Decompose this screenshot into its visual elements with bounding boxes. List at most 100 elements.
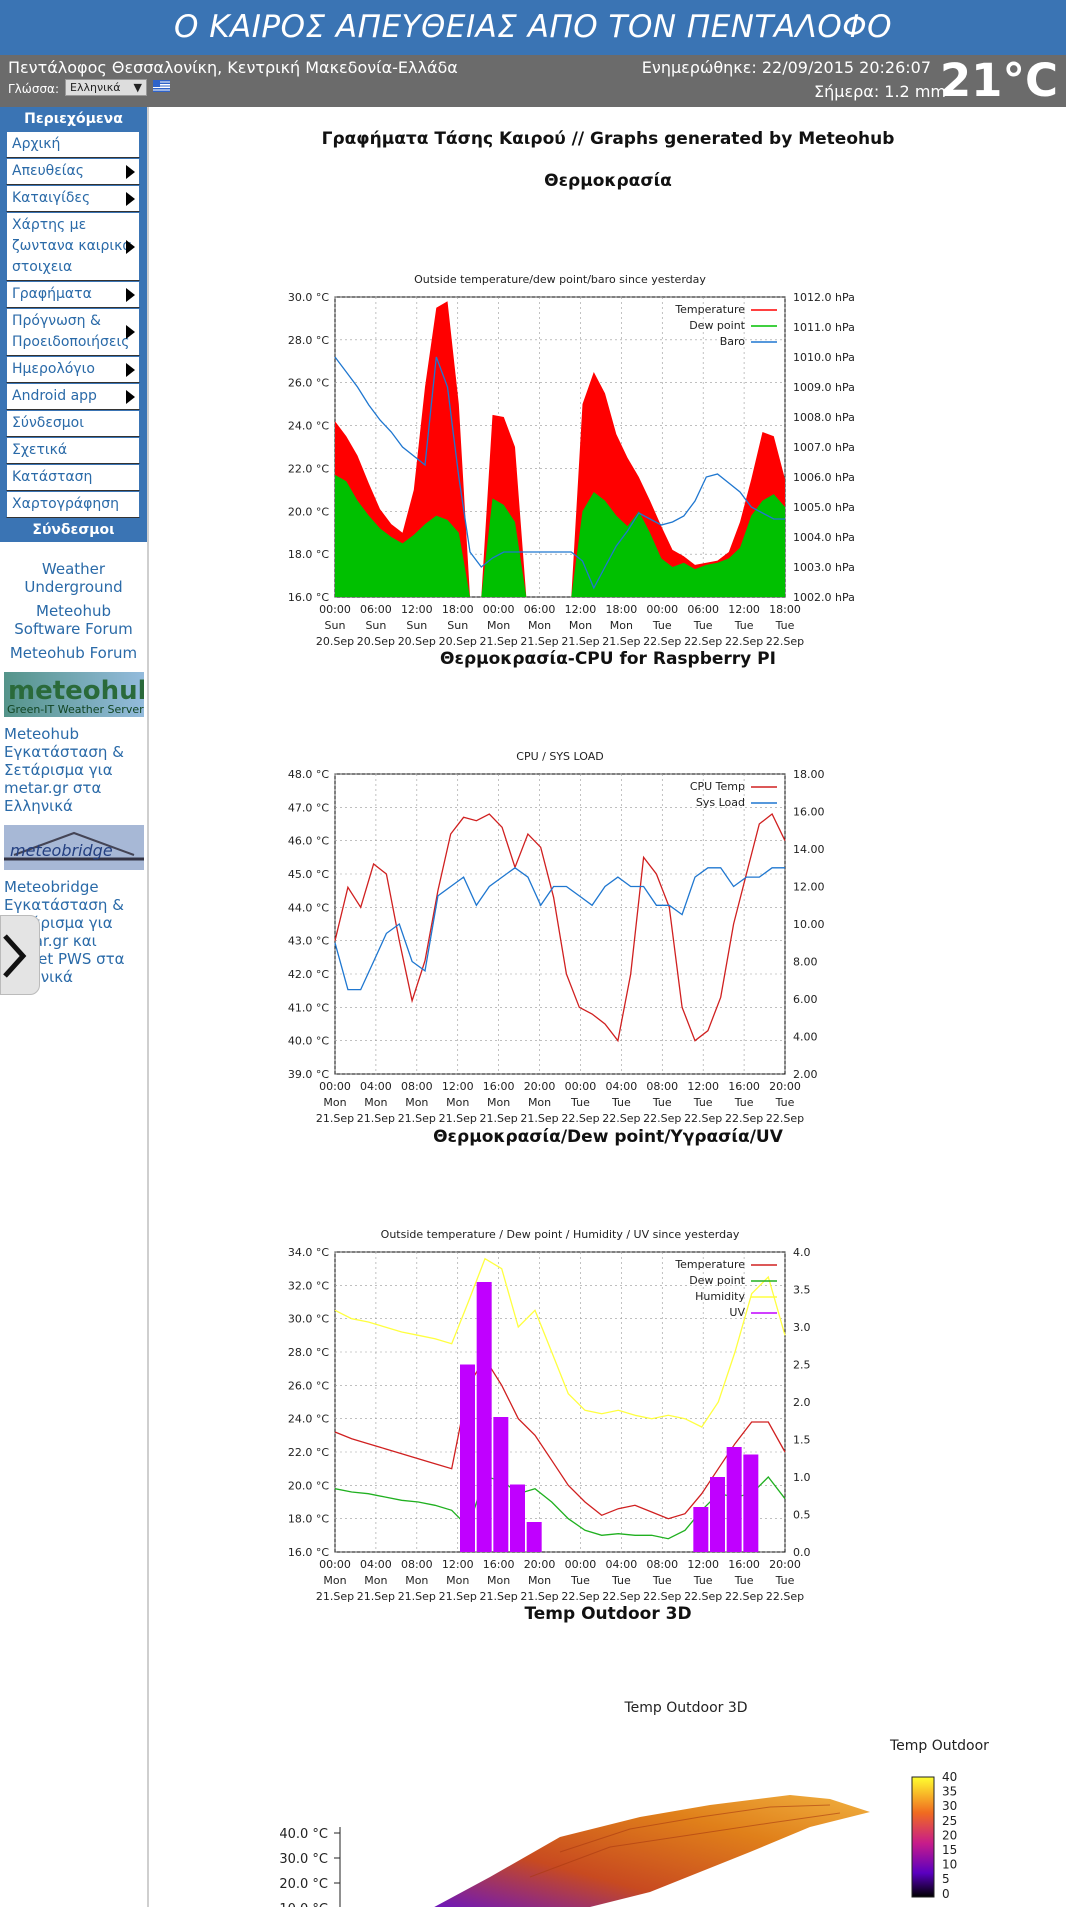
section-temp-3d-title: Temp Outdoor 3D (524, 1604, 692, 1624)
x-tick-label: 12:00 (565, 603, 597, 616)
sidebar-item-3[interactable]: Χάρτης με ζωντανα καιρικα στοιχεια (6, 212, 140, 281)
x-tick-label: Sun (406, 619, 427, 632)
colorbar-tick-label: 35 (942, 1785, 957, 1799)
x-tick-label: 22.Sep (766, 1112, 804, 1125)
x-tick-label: 20.Sep (316, 635, 354, 648)
y-tick-label: 18.0 °C (288, 1513, 329, 1526)
sidebar-item-4[interactable]: Γραφήματα (6, 281, 140, 308)
x-tick-label: Tue (693, 619, 713, 632)
y-tick-label: 45.0 °C (288, 868, 329, 881)
x-tick-label: Mon (446, 1096, 469, 1109)
y2-tick-label: 1011.0 hPa (793, 321, 855, 334)
x-tick-label: 21.Sep (357, 1590, 395, 1603)
y-tick-label: 28.0 °C (288, 1346, 329, 1359)
sidebar-item-9[interactable]: Σχετικά (6, 437, 140, 464)
sidebar-item-5[interactable]: Πρόγνωση & Προειδοποιήσεις (6, 308, 140, 356)
y-tick-label: 16.0 °C (288, 1546, 329, 1559)
y-tick-label: 40.0 °C (288, 1035, 329, 1048)
x-tick-label: 00:00 (319, 603, 351, 616)
y-tick-label: 48.0 °C (288, 768, 329, 781)
y-tick-label: 39.0 °C (288, 1068, 329, 1081)
sidebar-item-8[interactable]: Σύνδεσμοι (6, 410, 140, 437)
language-value: Ελληνικά (70, 81, 121, 94)
x-tick-label: Tue (611, 1096, 631, 1109)
sidebar-item-label: Πρόγνωση & Προειδοποιήσεις (12, 313, 130, 350)
y-tick-label: 44.0 °C (288, 901, 329, 914)
links-heading: Σύνδεσμοι (0, 518, 147, 542)
sidebar-item-label: Αρχική (12, 136, 61, 152)
y2-tick-label: 0.5 (793, 1509, 811, 1522)
x-tick-label: Mon (487, 1574, 510, 1587)
section-temp-humidity-uv-title: Θερμοκρασία/Dew point/Υγρασία/UV (433, 1127, 783, 1147)
chart-temp-outdoor-3d: Temp Outdoor 3D Temp Outdoor 40353025201… (279, 1700, 989, 1907)
x-tick-label: Mon (487, 1096, 510, 1109)
y-tick-label: 30.0 °C (288, 1313, 329, 1326)
x-tick-label: Mon (487, 619, 510, 632)
x-tick-label: Mon (364, 1096, 387, 1109)
y2-tick-label: 1.5 (793, 1434, 811, 1447)
y2-tick-label: 1003.0 hPa (793, 561, 855, 574)
y2-tick-label: 6.00 (793, 993, 818, 1006)
legend-label: Sys Load (696, 796, 745, 809)
x-tick-label: 20:00 (769, 1080, 801, 1093)
page-banner-title: Ο ΚΑΙΡΟΣ ΑΠΕΥΘΕΙΑΣ ΑΠΟ ΤΟΝ ΠΕΝΤΑΛΟΦΟ (0, 0, 1066, 55)
x-tick-label: 16:00 (483, 1558, 515, 1571)
link-weather-underground[interactable]: Weather Underground (24, 560, 123, 596)
x-tick-label: Tue (693, 1574, 713, 1587)
sidebar-item-0[interactable]: Αρχική (6, 131, 140, 158)
meteohub-logo[interactable]: meteohub Green-IT Weather Server (4, 672, 156, 717)
sidebar-item-label: Android app (12, 388, 97, 404)
y-tick-label: 22.0 °C (288, 1446, 329, 1459)
uv-bar (726, 1447, 742, 1552)
sidebar-item-11[interactable]: Χαρτογράφηση (6, 491, 140, 518)
x-tick-label: Mon (364, 1574, 387, 1587)
info-bar: Πεντάλοφος Θεσσαλονίκη, Κεντρική Μακεδον… (0, 55, 1066, 107)
language-select[interactable]: Ελληνικά ▼ (65, 79, 147, 96)
x-tick-label: 18:00 (442, 603, 474, 616)
sidebar-toggle[interactable] (0, 915, 40, 995)
x-tick-label: Tue (775, 619, 795, 632)
greek-flag-icon[interactable] (153, 80, 170, 92)
y-tick-label: 28.0 °C (288, 334, 329, 347)
y2-tick-label: 4.0 (793, 1246, 811, 1259)
uv-bar (493, 1417, 509, 1552)
link-meteohub-setup[interactable]: Meteohub Εγκατάσταση & Σετάρισμα για met… (4, 725, 124, 815)
x-tick-label: Mon (528, 619, 551, 632)
y2-tick-label: 1009.0 hPa (793, 381, 855, 394)
section-cpu-title: Θερμοκρασία-CPU for Raspberry PI (440, 649, 776, 669)
x-tick-label: 22.Sep (602, 1590, 640, 1603)
chart-title: Outside temperature/dew point/baro since… (414, 273, 706, 286)
sidebar-item-2[interactable]: Καταιγίδες (6, 185, 140, 212)
submenu-arrow-icon (126, 325, 135, 339)
submenu-arrow-icon (126, 389, 135, 404)
submenu-arrow-icon (126, 164, 135, 179)
z-tick-label: 40.0 °C (279, 1827, 328, 1842)
sidebar-item-6[interactable]: Ημερολόγιο (6, 356, 140, 383)
sidebar-item-1[interactable]: Απευθείας (6, 158, 140, 185)
y-tick-label: 24.0 °C (288, 1413, 329, 1426)
x-tick-label: 21.Sep (480, 1590, 518, 1603)
meteobridge-logo-text: meteobridge (10, 841, 113, 860)
sidebar-item-7[interactable]: Android app (6, 383, 140, 410)
x-tick-label: 22.Sep (561, 1590, 599, 1603)
colorbar-tick-label: 5 (942, 1872, 950, 1886)
sidebar-item-label: Χάρτης με ζωντανα καιρικα στοιχεια (12, 217, 132, 275)
sidebar-item-10[interactable]: Κατάσταση (6, 464, 140, 491)
link-meteohub-forum[interactable]: Meteohub Forum (9, 644, 138, 662)
x-tick-label: Tue (775, 1574, 795, 1587)
y2-tick-label: 4.00 (793, 1031, 818, 1044)
meteobridge-logo[interactable]: meteobridge (4, 825, 144, 870)
y-tick-label: 20.0 °C (288, 505, 329, 518)
x-tick-label: 22.Sep (684, 635, 722, 648)
x-tick-label: Tue (693, 1096, 713, 1109)
chevron-right-icon (3, 934, 27, 978)
submenu-arrow-icon (126, 362, 135, 377)
last-updated: Ενημερώθηκε: 22/09/2015 20:26:07 (641, 58, 931, 77)
y-tick-label: 41.0 °C (288, 1001, 329, 1014)
x-tick-label: 04:00 (606, 1558, 638, 1571)
legend-label: Dew point (689, 319, 745, 332)
legend-label: UV (729, 1306, 745, 1319)
x-tick-label: 16:00 (728, 1080, 760, 1093)
x-tick-label: 22.Sep (684, 1112, 722, 1125)
link-meteohub-software-forum[interactable]: Meteohub Software Forum (14, 602, 133, 638)
